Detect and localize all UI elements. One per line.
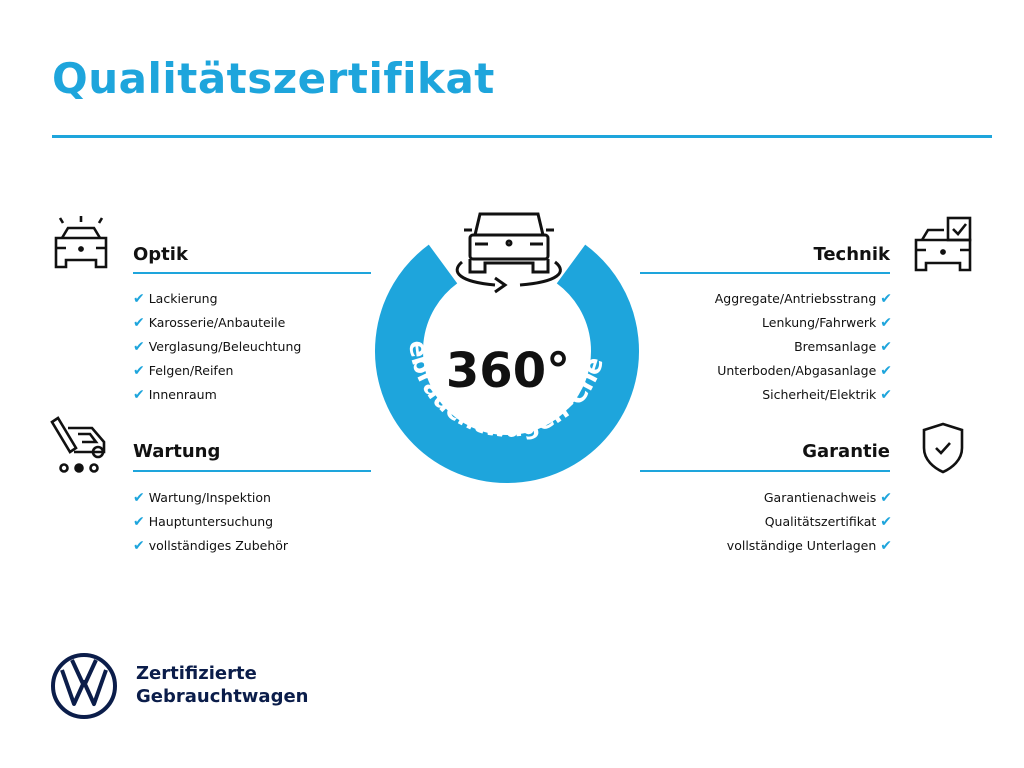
check-icon: ✔: [133, 291, 145, 307]
item-label: Qualitätszertifikat: [764, 514, 877, 529]
item-label: Aggregate/Antriebsstrang: [714, 291, 877, 306]
check-icon: ✔: [133, 363, 145, 379]
section-title-wartung: Wartung: [133, 441, 221, 462]
brand-line-2: Gebrauchtwagen: [136, 686, 309, 707]
check-icon: ✔: [133, 490, 145, 506]
section-divider-wartung: [133, 470, 371, 472]
item-label: Unterboden/Abgasanlage: [717, 363, 877, 378]
section-divider-technik: [640, 272, 890, 274]
check-icon: ✔: [880, 538, 892, 554]
title-divider: [52, 135, 992, 138]
car-lights-icon: [54, 216, 108, 269]
list-item: Garantienachweis ✔: [727, 486, 892, 510]
list-item: ✔ Verglasung/Beleuchtung: [133, 335, 301, 359]
car-rotate-icon: [455, 212, 562, 294]
garantie-list: Garantienachweis ✔ Qualitätszertifikat ✔…: [727, 486, 892, 558]
item-label: Wartung/Inspektion: [148, 490, 271, 505]
item-label: Hauptuntersuchung: [148, 514, 274, 529]
list-item: Lenkung/Fahrwerk ✔: [715, 311, 892, 335]
section-title-garantie: Garantie: [802, 441, 890, 462]
brand-text: Zertifizierte Gebrauchtwagen: [136, 662, 308, 708]
badge-ring: [375, 244, 639, 483]
section-divider-garantie: [640, 470, 890, 472]
list-item: ✔ Lackierung: [133, 287, 301, 311]
section-title-optik: Optik: [133, 244, 188, 265]
service-tools-icon: [50, 416, 106, 473]
check-icon: ✔: [133, 514, 145, 530]
item-label: vollständiges Zubehör: [148, 538, 289, 553]
check-icon: ✔: [880, 387, 892, 403]
list-item: Unterboden/Abgasanlage ✔: [715, 359, 892, 383]
brand-line-1: Zertifizierte: [136, 663, 257, 684]
section-title-technik: Technik: [813, 244, 890, 265]
optik-list: ✔ Lackierung ✔ Karosserie/Anbauteile ✔ V…: [133, 287, 301, 407]
item-label: Karosserie/Anbauteile: [148, 315, 286, 330]
technik-list: Aggregate/Antriebsstrang ✔ Lenkung/Fahrw…: [715, 287, 892, 407]
check-icon: ✔: [133, 315, 145, 331]
list-item: vollständige Unterlagen ✔: [727, 534, 892, 558]
check-icon: ✔: [133, 538, 145, 554]
item-label: Lackierung: [148, 291, 218, 306]
list-item: ✔ Karosserie/Anbauteile: [133, 311, 301, 335]
item-label: vollständige Unterlagen: [726, 538, 877, 553]
check-icon: ✔: [133, 339, 145, 355]
360-badge: 360° Gebrauchtwagen-Check: [360, 200, 639, 483]
shield-check-icon: [922, 422, 964, 474]
item-label: Innenraum: [148, 387, 217, 402]
check-icon: ✔: [880, 291, 892, 307]
page-title: Qualitätszertifikat: [52, 54, 495, 103]
car-checklist-icon: [914, 216, 972, 272]
item-label: Verglasung/Beleuchtung: [148, 339, 302, 354]
item-label: Bremsanlage: [794, 339, 877, 354]
vw-logo: [51, 653, 117, 719]
list-item: ✔ Hauptuntersuchung: [133, 510, 288, 534]
check-icon: ✔: [880, 315, 892, 331]
list-item: Bremsanlage ✔: [715, 335, 892, 359]
section-divider-optik: [133, 272, 371, 274]
wartung-list: ✔ Wartung/Inspektion ✔ Hauptuntersuchung…: [133, 486, 288, 558]
item-label: Sicherheit/Elektrik: [762, 387, 877, 402]
check-icon: ✔: [880, 363, 892, 379]
item-label: Garantienachweis: [763, 490, 877, 505]
check-icon: ✔: [880, 339, 892, 355]
list-item: ✔ vollständiges Zubehör: [133, 534, 288, 558]
item-label: Lenkung/Fahrwerk: [762, 315, 877, 330]
check-icon: ✔: [880, 514, 892, 530]
list-item: ✔ Felgen/Reifen: [133, 359, 301, 383]
list-item: Sicherheit/Elektrik ✔: [715, 383, 892, 407]
check-icon: ✔: [133, 387, 145, 403]
list-item: ✔ Innenraum: [133, 383, 301, 407]
list-item: ✔ Wartung/Inspektion: [133, 486, 288, 510]
list-item: Qualitätszertifikat ✔: [727, 510, 892, 534]
item-label: Felgen/Reifen: [148, 363, 234, 378]
list-item: Aggregate/Antriebsstrang ✔: [715, 287, 892, 311]
badge-number: 360°: [446, 343, 570, 399]
check-icon: ✔: [880, 490, 892, 506]
